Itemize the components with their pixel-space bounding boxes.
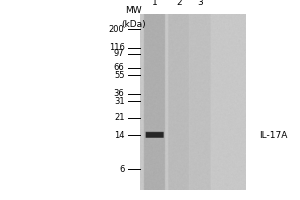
Text: 36: 36 (114, 90, 124, 98)
Text: 116: 116 (109, 44, 124, 52)
Text: (kDa): (kDa) (121, 20, 146, 29)
Text: IL-17A: IL-17A (260, 130, 288, 140)
Text: 3: 3 (197, 0, 203, 7)
Text: 97: 97 (114, 49, 124, 58)
Text: 66: 66 (114, 64, 124, 72)
Text: 55: 55 (114, 71, 124, 79)
Text: MW: MW (125, 6, 142, 15)
Text: 1: 1 (152, 0, 158, 7)
Text: 21: 21 (114, 114, 124, 122)
Text: 200: 200 (109, 24, 124, 33)
Text: 14: 14 (114, 130, 124, 140)
Text: 2: 2 (176, 0, 182, 7)
Text: 31: 31 (114, 97, 124, 106)
Text: 6: 6 (119, 164, 124, 173)
